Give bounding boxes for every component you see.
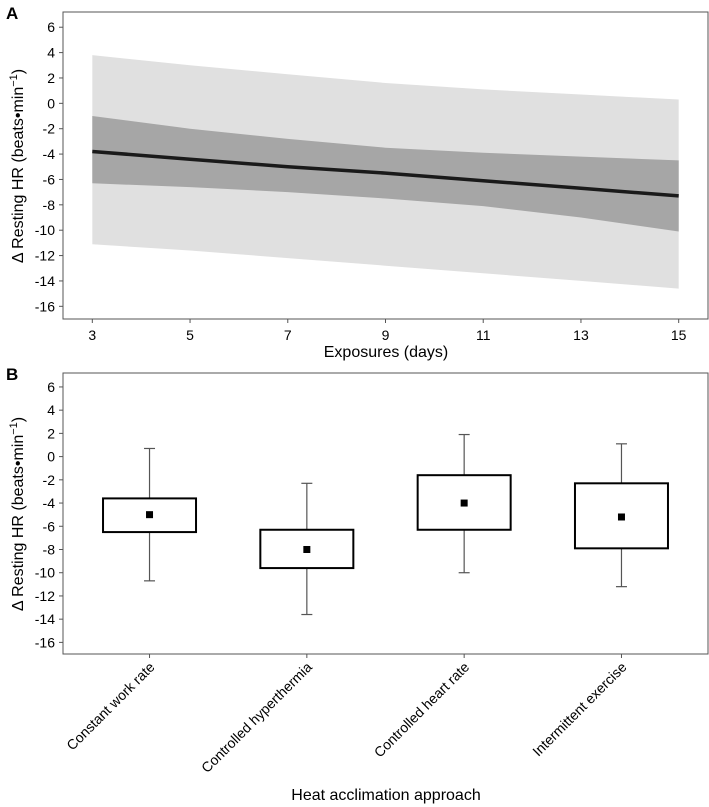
x-tick-label: 7 xyxy=(284,327,292,343)
y-tick-label: -12 xyxy=(35,248,55,264)
y-tick-label: -16 xyxy=(35,634,55,650)
panel-a-line-group xyxy=(92,149,679,198)
y-tick-label: -6 xyxy=(43,518,56,534)
y-tick-label: -16 xyxy=(35,298,55,314)
x-tick-label: 9 xyxy=(382,327,390,343)
x-tick-label: 5 xyxy=(186,327,194,343)
category-label: Controlled heart rate xyxy=(371,659,473,761)
box-plot xyxy=(416,433,512,574)
panel-b-boxes xyxy=(102,433,669,616)
panel-a-y-ticks: 6 4 2 0 -2 -4 -6 -8 -10 -12 -14 -16 xyxy=(35,19,63,314)
y-tick-label: 6 xyxy=(47,19,55,35)
x-tick-label: 11 xyxy=(476,327,491,343)
panel-b-x-ticks: Constant work rate Controlled hyperthermi… xyxy=(63,654,630,776)
y-tick-label: 2 xyxy=(47,425,55,441)
panel-b-y-axis-title: Δ Resting HR (beats•min−1) xyxy=(8,417,27,611)
box-plot xyxy=(259,482,355,616)
y-tick-label: 6 xyxy=(47,379,55,395)
panel-b: B 6 4 2 0 -2 -4 -6 -8 -10 -12 -14 -16 Constant work… xyxy=(6,365,709,804)
y-tick-label: 4 xyxy=(47,45,55,61)
panel-a-x-ticks: 3 5 7 9 11 13 15 xyxy=(88,319,687,343)
category-label: Intermittent exercise xyxy=(529,659,630,760)
category-label: Constant work rate xyxy=(63,659,158,754)
y-tick-label: -12 xyxy=(35,588,55,604)
panel-b-plot-frame xyxy=(62,372,709,655)
panel-a-label: A xyxy=(6,4,18,23)
panel-b-y-ticks: 6 4 2 0 -2 -4 -6 -8 -10 -12 -14 -16 xyxy=(35,379,63,650)
panel-a-y-axis-title-main: Δ Resting HR (beats•min xyxy=(10,87,27,263)
category-label: Controlled hyperthermia xyxy=(198,659,315,776)
panel-b-x-axis-title: Heat acclimation approach xyxy=(291,787,480,804)
y-tick-label: 2 xyxy=(47,70,55,86)
y-tick-label: -6 xyxy=(43,171,56,187)
panel-a-y-axis-title-unit-exponent: −1 xyxy=(8,74,20,87)
mean-marker xyxy=(303,545,311,553)
panel-a-x-axis-title: Exposures (days) xyxy=(324,344,449,361)
y-tick-label: -2 xyxy=(43,472,56,488)
y-tick-label: -14 xyxy=(35,273,55,289)
y-tick-label: -14 xyxy=(35,611,55,627)
y-tick-label: 0 xyxy=(47,95,55,111)
y-tick-label: 0 xyxy=(47,449,55,465)
mean-marker xyxy=(146,511,154,519)
mean-regression-line xyxy=(92,149,679,198)
panel-a: A 6 4 2 0 -2 -4 -6 -8 -10 -12 -14 -16 3 5 7 9 11 13 15 Ex… xyxy=(6,4,709,361)
y-tick-label: -2 xyxy=(43,121,56,137)
x-tick-label: 15 xyxy=(671,327,687,343)
panel-b-y-axis-title-unit-exponent: −1 xyxy=(8,422,20,435)
panel-a-y-axis-title: Δ Resting HR (beats•min−1) xyxy=(8,69,27,263)
x-tick-label: 3 xyxy=(88,327,96,343)
y-tick-label: -8 xyxy=(43,197,56,213)
box-plot xyxy=(102,447,198,582)
y-tick-label: 4 xyxy=(47,402,55,418)
y-tick-label: -10 xyxy=(35,565,55,581)
y-tick-label: -4 xyxy=(43,146,56,162)
panel-b-y-axis-title-close: ) xyxy=(10,417,27,422)
y-tick-label: -8 xyxy=(43,541,56,557)
box-plot xyxy=(573,443,669,588)
panel-a-y-axis-title-close: ) xyxy=(10,69,27,74)
x-tick-label: 13 xyxy=(573,327,589,343)
panel-b-label: B xyxy=(6,365,18,384)
mean-marker xyxy=(460,499,468,507)
panel-b-y-axis-title-main: Δ Resting HR (beats•min xyxy=(10,435,27,611)
mean-marker xyxy=(617,513,625,521)
y-tick-label: -10 xyxy=(35,222,55,238)
y-tick-label: -4 xyxy=(43,495,56,511)
